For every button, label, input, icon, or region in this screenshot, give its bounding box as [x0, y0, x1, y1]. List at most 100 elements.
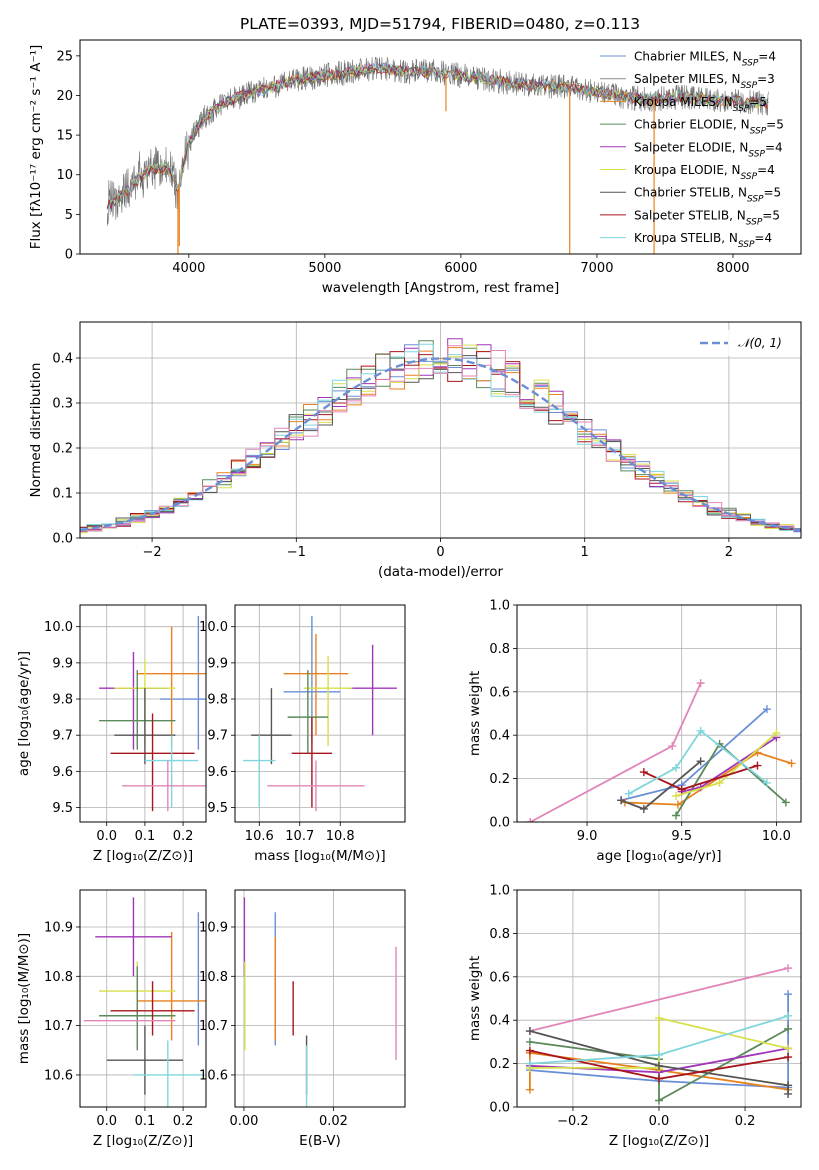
legend-label: 𝒩(0, 1): [738, 336, 782, 350]
axes-frame: [234, 604, 406, 823]
y-tick-label: 0.4: [489, 729, 510, 744]
x-tick-label: 0.0: [96, 829, 117, 844]
mass-weight-marker: [784, 1053, 793, 1062]
legend-label: Salpeter MILES, NSSP=3: [634, 72, 775, 91]
mass-weight-marker: [525, 1085, 534, 1094]
x-tick-label: 0.0: [96, 1114, 117, 1129]
legend-value: =4: [757, 163, 775, 177]
x-axis-label: mass [log₁₀(M/M⊙)]: [254, 848, 385, 864]
mass-weight-marker: [672, 791, 681, 800]
x-tick-label: 10.0: [762, 829, 791, 844]
y-tick-label: 10: [56, 168, 73, 183]
mass-weight-marker: [715, 778, 724, 787]
axes-frame: [516, 889, 802, 1108]
plot-area: [106, 56, 769, 254]
mass-weight-marker: [655, 1014, 663, 1023]
mass-weight-marker: [639, 804, 648, 813]
y-tick-label: 0.2: [489, 1057, 510, 1072]
axes-frame: [79, 604, 207, 823]
mass-weight-line: [529, 994, 789, 1089]
y-tick-label: 0.2: [489, 772, 510, 787]
mass-weight-marker: [617, 796, 626, 805]
gaussian-curve: [80, 357, 801, 532]
plot-area: [243, 897, 397, 1107]
x-tick-label: 10.6: [245, 829, 274, 844]
mass-weight-marker: [673, 800, 682, 809]
plot-area: [83, 897, 206, 1107]
x-tick-label: 0: [436, 545, 444, 560]
mass-weight-marker: [784, 990, 793, 999]
x-tick-label: 8000: [716, 261, 749, 276]
legend-value: =4: [758, 50, 776, 64]
y-tick-label: 10.9: [44, 920, 73, 935]
y-tick-label: 9.5: [52, 801, 73, 816]
mass-weight-marker: [668, 742, 677, 751]
x-tick-label: 0.1: [135, 1114, 156, 1129]
y-tick-label: 0.0: [489, 1101, 510, 1116]
y-tick-label: 9.6: [207, 765, 228, 780]
legend-label: Kroupa ELODIE, NSSP=4: [634, 163, 775, 182]
legend-subscript: SSP: [741, 81, 758, 91]
mass-weight-marker: [772, 729, 781, 738]
y-tick-label: 10.6: [44, 1068, 73, 1083]
y-tick-label: 9.9: [207, 656, 228, 671]
panel-age-vs-mass: 10.6 10.7 10.8 9.5 9.6 9.7 9.8 9.9 10.0 mass [log…: [199, 604, 406, 864]
axes-frame: [79, 889, 207, 1108]
x-tick-label: 1: [581, 545, 589, 560]
mass-weight-marker: [655, 1074, 663, 1083]
x-tick-label: 4000: [172, 261, 205, 276]
mass-weight-line: [529, 682, 702, 822]
x-axis-label: Z [log₁₀(Z/Z⊙)]: [609, 1133, 709, 1149]
y-tick-label: 10.0: [199, 620, 228, 635]
y-tick-label: 0.3: [52, 397, 73, 412]
panel-age-vs-z: 0.0 0.1 0.2 9.5 9.6 9.7 9.8 9.9 10.0 Z [log₁₀(Z/Z…: [16, 604, 207, 864]
mass-weight-marker: [753, 761, 762, 770]
axes-frame: [79, 321, 802, 539]
mass-weight-marker: [784, 1089, 793, 1098]
y-tick-label: 9.8: [52, 693, 73, 708]
y-tick-label: 5: [65, 208, 73, 223]
legend-value: =4: [765, 140, 783, 154]
y-tick-label: 9.9: [52, 656, 73, 671]
x-tick-label: −2: [143, 545, 162, 560]
y-tick-label: 10.6: [199, 1068, 228, 1083]
plot-area: [80, 338, 801, 534]
y-tick-label: 9.7: [207, 729, 228, 744]
plot-area: [99, 615, 206, 812]
y-axis-label: mass [log₁₀(M/M⊙)]: [16, 933, 32, 1064]
legend-subscript: SSP: [746, 217, 763, 227]
legend-value: =5: [762, 208, 780, 222]
y-tick-label: 0.6: [489, 685, 510, 700]
mass-weight-marker: [639, 768, 648, 777]
mass-weight-marker: [787, 759, 796, 768]
legend-subscript: SSP: [742, 59, 759, 69]
legend-subscript: SSP: [747, 195, 764, 205]
panel-mass-weight-vs-z: −0.2 0.0 0.2 0.0 0.2 0.4 0.6 0.8 1.0 Z [log₁₀(Z/Z…: [467, 884, 802, 1149]
y-tick-label: 10.8: [199, 970, 228, 985]
plot-area: [526, 679, 796, 822]
x-tick-label: 2: [725, 545, 733, 560]
y-tick-label: 1.0: [489, 599, 510, 614]
x-tick-label: 10.8: [326, 829, 355, 844]
plot-area: [525, 964, 793, 1105]
legend-label: Salpeter STELIB, NSSP=5: [634, 208, 780, 227]
axes-frame: [516, 604, 802, 823]
y-axis-label: age [log₁₀(age/yr)]: [16, 651, 32, 776]
y-axis-label: Normed distribution: [28, 363, 44, 498]
mass-weight-marker: [784, 964, 793, 973]
mass-weight-marker: [696, 726, 705, 735]
x-tick-label: 9.0: [577, 829, 598, 844]
mass-weight-marker: [762, 705, 771, 714]
mass-weight-marker: [655, 1096, 663, 1105]
histogram-step-line: [80, 345, 801, 532]
x-tick-label: 0.2: [735, 1114, 756, 1129]
legend-subscript: SSP: [733, 104, 750, 114]
mass-weight-marker: [672, 811, 681, 820]
mass-weight-marker: [525, 1027, 534, 1036]
figure-title: PLATE=0393, MJD=51794, FIBERID=0480, z=0…: [240, 15, 640, 33]
y-tick-label: 9.5: [207, 801, 228, 816]
y-axis-label: mass weight: [467, 671, 483, 756]
y-tick-label: 10.8: [44, 970, 73, 985]
y-tick-label: 9.7: [52, 729, 73, 744]
legend-subscript: SSP: [741, 172, 758, 182]
